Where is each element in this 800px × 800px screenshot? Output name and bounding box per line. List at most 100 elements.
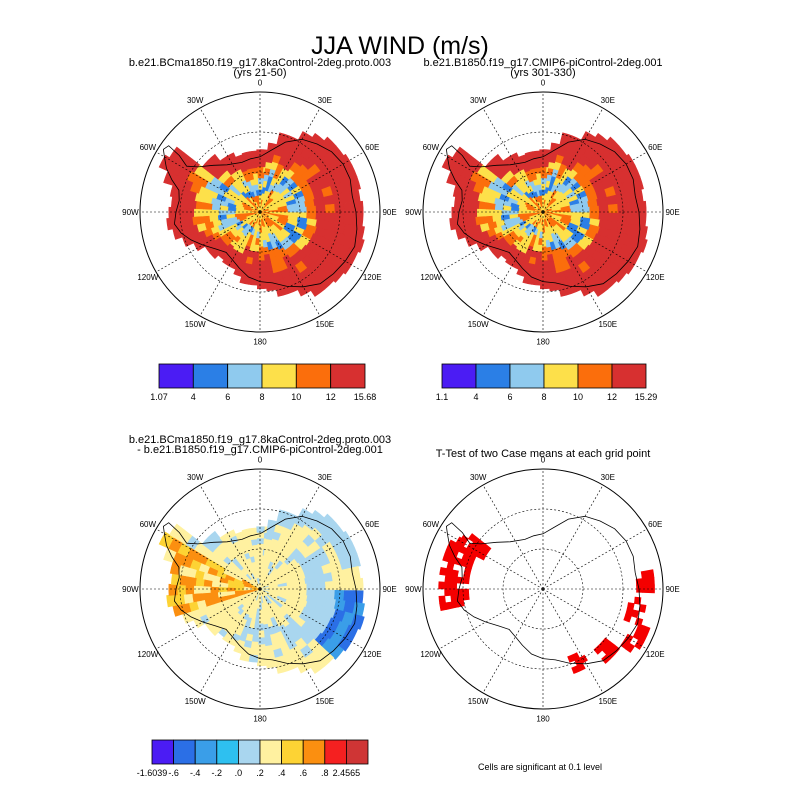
- colorbar-tick-label: 4: [191, 392, 196, 402]
- grid-cell: [541, 239, 547, 248]
- longitude-label: 30E: [318, 473, 332, 482]
- grid-cell: [328, 643, 344, 660]
- colorbar-tick-label: -.2: [212, 768, 223, 778]
- grid-cell: [296, 282, 312, 297]
- panel-difference: b.e21.BCma1850.f19_g17.8kaControl-2deg.p…: [122, 434, 397, 724]
- longitude-label: 120W: [137, 273, 158, 282]
- grid-cell: [254, 183, 260, 191]
- colorbar-pi: 1.1 4 6 8 10 12 15.29: [436, 363, 658, 402]
- grid-cell: [539, 281, 551, 290]
- latitude-circle: [219, 548, 301, 630]
- grid-cell: [257, 637, 266, 646]
- grid-cell: [183, 216, 194, 227]
- colorbar-swatch: [216, 739, 239, 765]
- longitude-label: 120W: [420, 273, 441, 282]
- longitude-label: 90E: [665, 208, 679, 217]
- grid-cell: [253, 555, 259, 562]
- meridian-line: [542, 588, 648, 650]
- longitude-label: 90W: [405, 208, 422, 217]
- colorbar-tick-label: 15.29: [635, 392, 658, 402]
- grid-cell: [614, 193, 626, 205]
- significant-cell: [450, 588, 458, 596]
- grid-cell: [492, 209, 502, 216]
- grid-cell: [257, 630, 265, 639]
- significant-cell: [647, 576, 655, 586]
- significant-cell: [439, 566, 448, 576]
- panel-8ka-control: b.e21.BCma1850.f19_g17.8kaControl-2deg.p…: [122, 57, 397, 347]
- grid-cell: [337, 258, 353, 275]
- grid-cell: [328, 266, 344, 283]
- grid-cell: [540, 177, 546, 185]
- coastline: [445, 515, 641, 665]
- colorbar-swatch: [475, 363, 511, 389]
- significant-cell: [438, 595, 446, 604]
- grid-cell: [169, 523, 185, 541]
- grid-cell: [185, 584, 195, 595]
- grid-cell: [239, 275, 250, 285]
- significance-note: Cells are significant at 0.1 level: [478, 762, 602, 772]
- grid-cell: [166, 217, 177, 231]
- colorbar-tick-label: 10: [291, 392, 301, 402]
- grid-cell: [191, 215, 202, 226]
- grid-cell: [536, 178, 542, 185]
- longitude-label: 150E: [598, 697, 617, 706]
- colorbar-tick-label: .6: [299, 768, 307, 778]
- longitude-label: 90W: [405, 585, 422, 594]
- grid-cell: [324, 589, 336, 600]
- grid-cell: [226, 529, 237, 539]
- colorbar-swatch: [281, 739, 304, 765]
- longitude-label: 150W: [185, 697, 206, 706]
- colorbar-swatch: [577, 363, 613, 389]
- grid-cell: [264, 267, 274, 277]
- grid-cell: [193, 585, 203, 594]
- wind-field: [158, 131, 365, 297]
- grid-cell: [256, 160, 264, 168]
- grid-cell: [322, 195, 334, 206]
- colorbar-tick-label: 1.07: [150, 392, 168, 402]
- grid-cell: [183, 593, 194, 604]
- longitude-label: 120E: [646, 273, 665, 282]
- colorbar-tick-label: .2: [256, 768, 264, 778]
- colorbar-tick-label: 12: [607, 392, 617, 402]
- longitude-label: 30W: [470, 96, 487, 105]
- grid-cell: [179, 197, 189, 209]
- longitude-label: 60E: [365, 520, 379, 529]
- grid-cell: [522, 275, 533, 285]
- grid-cell: [348, 188, 361, 203]
- colorbar-tick-label: 15.68: [354, 392, 377, 402]
- colorbar-tick-label: 12: [326, 392, 336, 402]
- grid-cell: [540, 166, 547, 173]
- colorbar-swatch: [261, 363, 297, 389]
- significant-cell: [593, 645, 603, 655]
- longitude-label: 0: [541, 78, 546, 87]
- grid-cell: [558, 285, 572, 297]
- longitude-label: 120W: [420, 650, 441, 659]
- grid-cell: [249, 270, 259, 279]
- grid-cell: [483, 215, 494, 224]
- grid-cell: [249, 647, 259, 656]
- colorbar-swatch: [302, 739, 326, 765]
- grid-cell: [343, 213, 355, 226]
- longitude-label: 60E: [648, 143, 662, 152]
- panel-t-test: T-Test of two Case means at each grid po…: [405, 448, 680, 724]
- grid-cell: [350, 614, 365, 630]
- significant-cell: [456, 588, 464, 596]
- grid-cell: [252, 172, 259, 180]
- grid-cell: [256, 149, 265, 156]
- grid-cell: [169, 146, 185, 164]
- grid-cell: [257, 166, 264, 173]
- grid-cell: [484, 208, 494, 217]
- significant-cell: [450, 582, 458, 590]
- longitude-label: 30E: [601, 473, 615, 482]
- lat-lon-grid: 0 30E 60E 90E 120E 150E 180 150W 120W 90W 60W 30W: [405, 455, 680, 723]
- grid-cell: [158, 531, 175, 549]
- grid-cell: [343, 590, 355, 603]
- grid-cell: [275, 662, 289, 674]
- grid-cell: [352, 590, 364, 604]
- colorbar-swatch: [345, 739, 369, 765]
- significant-cell: [646, 569, 655, 579]
- grid-cell: [476, 208, 486, 217]
- grid-cell: [607, 212, 619, 223]
- longitude-label: 30W: [187, 473, 204, 482]
